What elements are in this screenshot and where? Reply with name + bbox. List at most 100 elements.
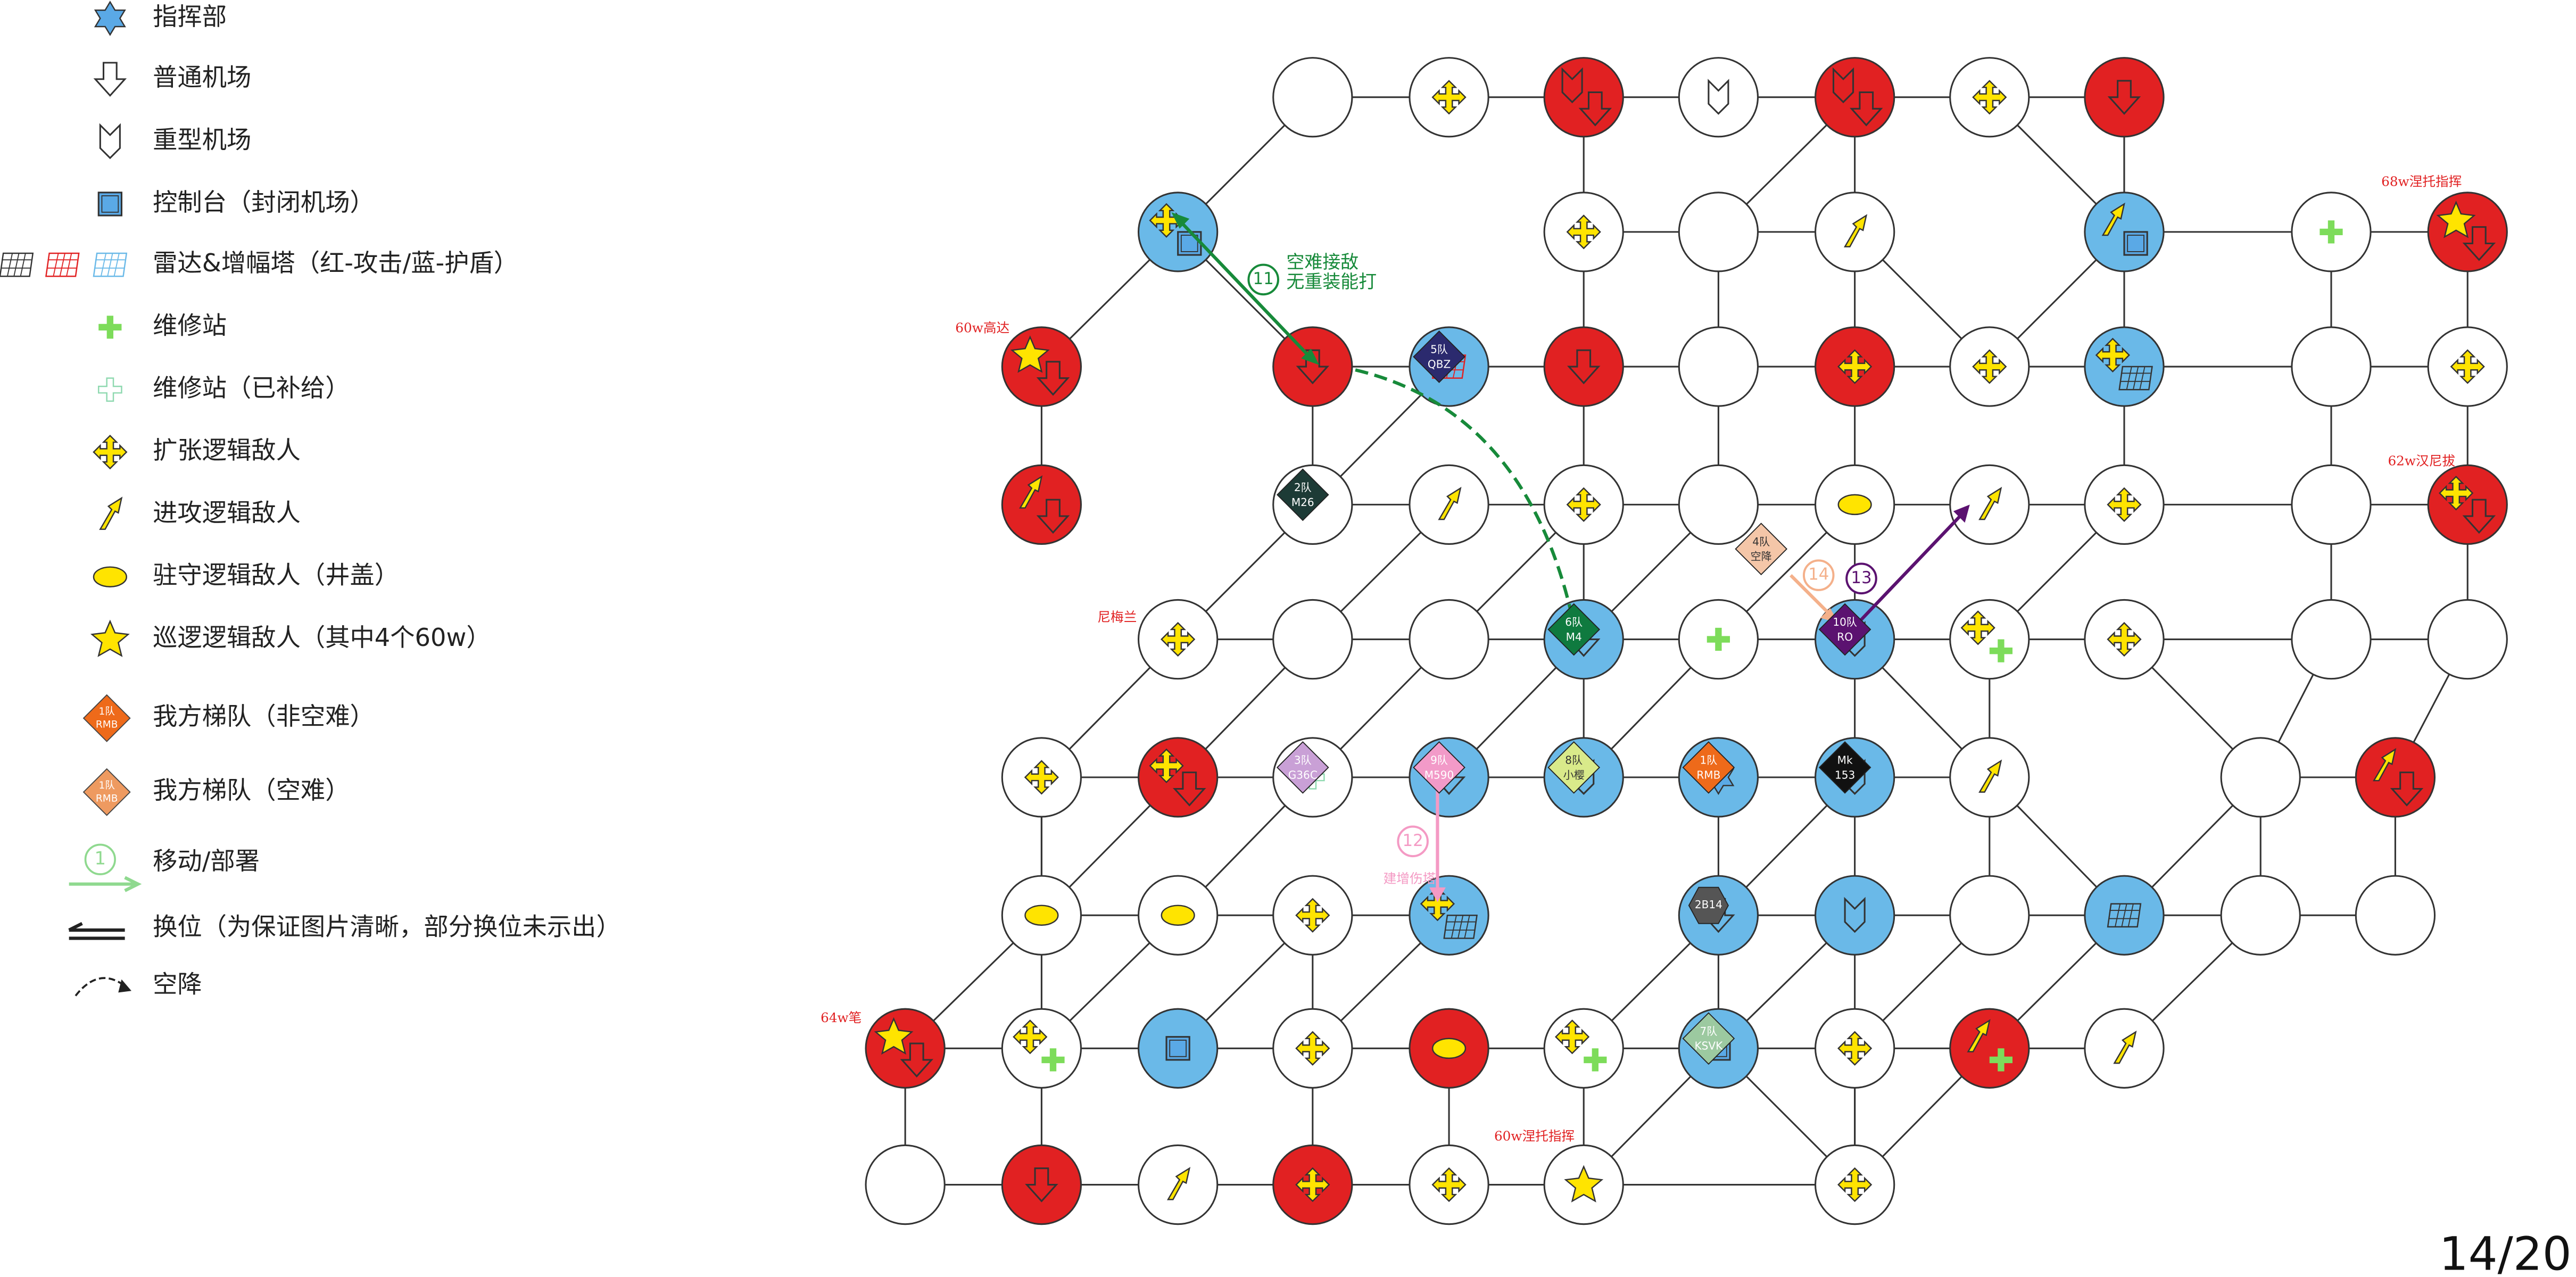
icon (1149, 748, 1184, 783)
squad-diamond (1276, 741, 1329, 794)
icon (2450, 349, 2485, 384)
icon (1295, 898, 1330, 933)
icon (1566, 214, 1601, 250)
heavy-airport-icon (1844, 897, 1866, 933)
icon (1041, 1048, 1065, 1072)
airport-icon (2462, 226, 2496, 261)
icon (2107, 621, 2142, 657)
airport-icon (1567, 349, 1601, 385)
radar-grid (100, 253, 107, 277)
repair-icon (1707, 627, 1730, 651)
legend-label: 巡逻逻辑敌人（其中4个60w） (153, 623, 491, 652)
icon (2123, 231, 2148, 256)
icon (1972, 80, 2007, 115)
icon (2462, 226, 2496, 261)
airport-icon (1296, 349, 1330, 385)
radar-grid (6, 253, 13, 277)
icon (2462, 499, 2496, 534)
icon (1989, 1048, 2013, 1072)
icon (1967, 1019, 1991, 1052)
map-node (1543, 326, 1624, 407)
icon (1431, 80, 1467, 115)
step-circle (1802, 559, 1835, 591)
icon (1431, 1038, 1467, 1059)
console-icon (2123, 231, 2148, 256)
icon (1019, 475, 1043, 509)
icon (1296, 349, 1330, 385)
arrow-head (1429, 887, 1446, 902)
airport-icon (1036, 361, 1070, 396)
legend-step-number: 1 (95, 848, 106, 869)
icon (1566, 487, 1601, 522)
icon (2107, 903, 2142, 928)
console-icon (1177, 231, 1202, 256)
icon (93, 252, 128, 277)
map-node (1001, 1144, 1082, 1225)
legend-badge: 1队 RMB (82, 768, 131, 816)
expand-icon (1972, 80, 2007, 115)
legend-label: 重型机场 (153, 126, 251, 154)
repair-done-icon (98, 377, 122, 402)
repair-icon (2320, 220, 2343, 244)
expand-icon (1295, 1031, 1330, 1066)
squad-text: 2B14 (1695, 898, 1722, 911)
map-node (1678, 326, 1759, 407)
enemy-annotation: 尼梅兰 (1097, 609, 1137, 625)
guard-icon (1161, 905, 1195, 926)
heavy-airport-icon (1708, 79, 1729, 115)
attack-icon (1019, 475, 1043, 509)
squad-badge: 2B14 (1688, 886, 1729, 924)
squad-text: 4队 (1752, 535, 1770, 548)
radar-grid (1457, 915, 1464, 939)
guard-icon (93, 566, 127, 587)
squad-hex (1688, 886, 1729, 924)
map-node (2291, 464, 2372, 545)
attack-icon (1967, 1019, 1991, 1052)
icon (1554, 1019, 1590, 1055)
patrol-icon (874, 1017, 914, 1055)
squad-text: 7队 (1700, 1025, 1717, 1038)
icon (1443, 914, 1478, 939)
squad-diamond (1818, 741, 1871, 794)
squad-text: M4 (1566, 631, 1582, 643)
console-inner (1180, 235, 1198, 252)
squad-text: 9队 (1430, 754, 1448, 767)
map-node (1678, 192, 1759, 272)
map-node (1001, 326, 1082, 407)
repair-icon (1989, 639, 2013, 662)
icon (1989, 639, 2013, 662)
expand-icon (1431, 1167, 1467, 1203)
icon (1561, 67, 1583, 104)
arrow-head (1301, 349, 1320, 365)
attack-icon (2373, 748, 2397, 782)
console-icon (97, 192, 123, 217)
step-note: 空难接敌 (1286, 252, 1359, 273)
icon (1837, 1167, 1873, 1203)
squad-diamond (1547, 741, 1601, 794)
console-inner (1169, 1039, 1187, 1057)
attack-icon (2101, 202, 2125, 236)
squad-diamond (1682, 1012, 1735, 1065)
radar-grid (1451, 915, 1457, 939)
expand-icon (2450, 349, 2485, 384)
squad-text: G36C (1288, 768, 1318, 781)
radar-icon (1443, 914, 1478, 939)
console-icon (1165, 1036, 1190, 1061)
enemy-annotation: 60w高达 (955, 320, 1009, 336)
squad-text: RO (1837, 631, 1853, 643)
map-node (865, 1008, 946, 1089)
airport-icon (1578, 91, 1612, 127)
expand-icon (93, 434, 128, 470)
legend-airdrop-head (118, 979, 131, 993)
squad-text: 1队 (1700, 754, 1717, 767)
squad-text: 小樱 (1563, 768, 1585, 781)
icon (900, 1042, 934, 1078)
squad-text: 6队 (1565, 616, 1583, 628)
patrol-icon (90, 619, 130, 657)
arrow-head (1953, 504, 1970, 523)
squad-diamond (1413, 741, 1465, 794)
icon (874, 1017, 914, 1055)
step-note: 建增伤塔 (1384, 870, 1436, 886)
